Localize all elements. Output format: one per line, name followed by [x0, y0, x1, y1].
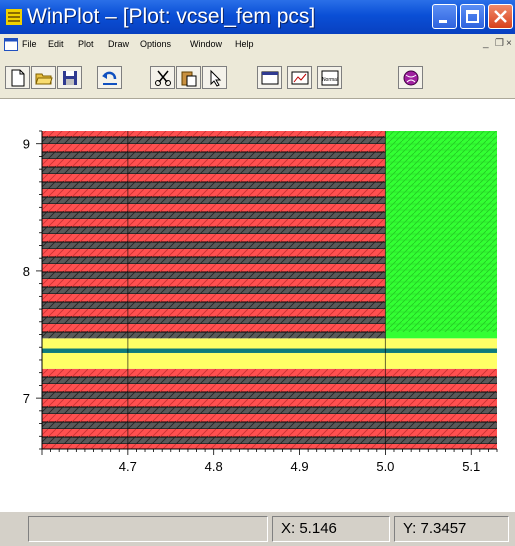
close-button[interactable] [488, 4, 513, 29]
plot-area[interactable]: 4.7 4.8 4.9 5.0 5.1 7 8 9 [0, 99, 515, 511]
globe-button[interactable] [398, 66, 423, 89]
x-tick-label-2: 4.9 [291, 459, 309, 474]
region-6 [385, 131, 497, 332]
title-bar[interactable]: WinPlot – [Plot: vcsel_fem pcs] [0, 0, 515, 34]
open-folder-icon [35, 73, 53, 85]
region-2 [42, 348, 497, 353]
x-tick-label-3: 5.0 [376, 459, 394, 474]
undo-icon [102, 71, 117, 85]
undo-button[interactable] [97, 66, 122, 89]
new-button[interactable] [5, 66, 30, 89]
status-message [28, 516, 268, 542]
y-tick-label-2: 9 [23, 137, 30, 152]
fem-plot[interactable]: 4.7 4.8 4.9 5.0 5.1 7 8 9 [0, 99, 515, 511]
menu-help[interactable]: Help [235, 39, 254, 49]
minimize-button[interactable] [432, 4, 457, 29]
maximize-icon [466, 10, 479, 23]
mdi-restore-button[interactable]: ❐ [495, 38, 504, 49]
open-button[interactable] [31, 66, 56, 89]
minimize-icon [439, 20, 447, 23]
normal-view-icon: Normal [321, 70, 339, 86]
toolbar: Normal [0, 56, 515, 99]
x-tick-label-1: 4.8 [205, 459, 223, 474]
normal-view-button[interactable]: Normal [317, 66, 342, 89]
cut-button[interactable] [150, 66, 175, 89]
y-tick-label-0: 7 [23, 391, 30, 406]
window-button[interactable] [257, 66, 282, 89]
app-icon [6, 9, 22, 25]
menu-edit[interactable]: Edit [48, 39, 64, 49]
region-1 [42, 352, 497, 369]
region-4 [385, 331, 497, 339]
region-3 [42, 338, 497, 349]
x-tick-label-4: 5.1 [462, 459, 480, 474]
window-title: WinPlot – [Plot: vcsel_fem pcs] [27, 5, 316, 28]
globe-icon [403, 70, 419, 86]
window-icon [261, 71, 279, 85]
menu-bar: File Edit Plot Draw Options Window Help … [0, 34, 515, 56]
plot-window-icon [291, 71, 309, 85]
pointer-icon [210, 69, 222, 87]
document-icon[interactable] [4, 38, 18, 51]
mdi-close-button[interactable]: × [506, 38, 512, 49]
new-icon [11, 69, 25, 87]
menu-window[interactable]: Window [190, 39, 223, 49]
mdi-minimize-button[interactable]: _ [483, 38, 489, 49]
menu-plot[interactable]: Plot [78, 39, 94, 49]
save-button[interactable] [57, 66, 82, 89]
paste-button[interactable] [176, 66, 201, 89]
y-coordinate-readout: Y: 7.3457 [394, 516, 509, 542]
normal-view-label: Normal [322, 77, 338, 83]
pointer-button[interactable] [202, 66, 227, 89]
menu-file[interactable]: File [22, 39, 37, 49]
save-icon [63, 71, 77, 85]
menu-options[interactable]: Options [140, 39, 172, 49]
status-bar: X: 5.146 Y: 7.3457 [0, 511, 515, 546]
paste-icon [181, 71, 197, 87]
cut-icon [155, 70, 171, 86]
close-icon [494, 10, 507, 23]
y-tick-label-1: 8 [23, 264, 30, 279]
plot-window-button[interactable] [287, 66, 312, 89]
maximize-button[interactable] [460, 4, 485, 29]
region-5 [42, 131, 386, 339]
x-coordinate-readout: X: 5.146 [272, 516, 390, 542]
region-0 [42, 368, 497, 449]
x-tick-label-0: 4.7 [119, 459, 137, 474]
menu-draw[interactable]: Draw [108, 39, 130, 49]
